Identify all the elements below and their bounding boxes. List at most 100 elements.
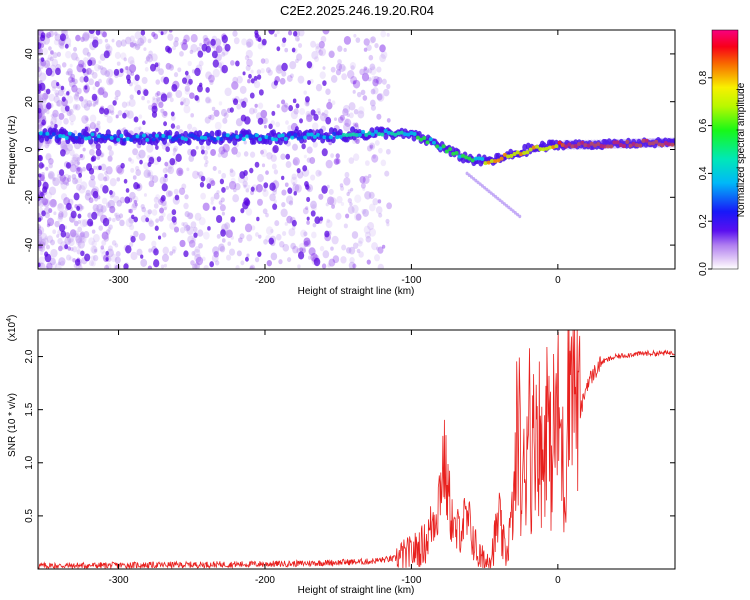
noise-blob (346, 192, 350, 197)
noise-blob (96, 208, 104, 217)
noise-blob (375, 76, 383, 85)
noise-blob (161, 202, 168, 211)
noise-blob (38, 102, 44, 110)
noise-blob (62, 176, 69, 185)
noise-blob (114, 212, 120, 219)
noise-blob (326, 218, 330, 223)
noise-blob (180, 101, 184, 106)
noise-blob (159, 208, 164, 214)
noise-blob (351, 231, 359, 239)
noise-blob (325, 202, 329, 207)
noise-blob (254, 257, 260, 263)
noise-blob (301, 143, 306, 150)
noise-blob (82, 166, 86, 172)
noise-blob (253, 75, 258, 81)
noise-blob (310, 40, 316, 48)
noise-blob (38, 194, 41, 202)
noise-blob (91, 211, 98, 220)
noise-blob (71, 173, 77, 180)
noise-blob (281, 70, 287, 77)
noise-blob (123, 263, 129, 269)
noise-blob (250, 69, 254, 74)
noise-blob (58, 175, 64, 181)
noise-blob (167, 142, 171, 147)
ridge-core (96, 134, 101, 139)
noise-blob (175, 89, 183, 99)
ridge-core (319, 134, 324, 139)
noise-blob (89, 69, 95, 76)
ridge-core (113, 134, 118, 139)
noise-blob (331, 204, 335, 209)
ridge-core (654, 139, 659, 144)
noise-blob (58, 40, 65, 48)
noise-blob (351, 204, 359, 214)
noise-blob (75, 235, 83, 244)
noise-blob (99, 107, 105, 115)
noise-blob (225, 229, 233, 238)
noise-blob (154, 92, 159, 98)
noise-blob (57, 213, 64, 220)
noise-blob (384, 170, 390, 177)
noise-blob (39, 60, 44, 67)
noise-blob (50, 50, 54, 55)
noise-blob (56, 81, 60, 87)
noise-blob (343, 223, 348, 229)
noise-blob (345, 213, 350, 219)
noise-blob (58, 245, 63, 252)
noise-blob (47, 173, 54, 180)
noise-blob (239, 171, 246, 179)
noise-blob (292, 157, 300, 166)
noise-blob (199, 42, 203, 47)
noise-blob (140, 258, 148, 267)
noise-blob (250, 186, 255, 192)
ridge-core (535, 144, 540, 149)
noise-blob (217, 153, 222, 158)
noise-blob (46, 262, 53, 269)
ridge-core (573, 143, 578, 148)
ridge-core (196, 136, 201, 141)
noise-blob (92, 86, 96, 91)
ridge-blob (151, 131, 157, 139)
noise-blob (287, 124, 293, 131)
noise-blob (128, 64, 137, 73)
noise-blob (137, 37, 145, 47)
noise-blob (72, 153, 80, 162)
ridge-core (493, 159, 498, 164)
noise-blob (51, 261, 58, 269)
noise-blob (209, 178, 215, 185)
noise-blob (94, 81, 100, 88)
noise-blob (71, 77, 76, 83)
noise-blob (143, 89, 149, 97)
noise-blob (233, 37, 240, 45)
noise-blob (208, 74, 215, 83)
noise-blob (98, 78, 102, 84)
noise-blob (245, 208, 253, 216)
noise-blob (110, 110, 115, 116)
ridge-branch (491, 193, 495, 197)
noise-blob (352, 79, 361, 89)
noise-blob (148, 50, 153, 56)
noise-blob (162, 232, 167, 238)
noise-blob (66, 95, 74, 104)
ridge-core (489, 158, 494, 163)
noise-blob (109, 206, 116, 213)
ridge-core (499, 156, 504, 161)
noise-blob (163, 121, 168, 127)
noise-blob (46, 57, 51, 63)
noise-blob (90, 174, 96, 181)
noise-blob (147, 104, 153, 111)
noise-blob (92, 39, 99, 48)
noise-blob (187, 60, 192, 67)
noise-blob (91, 260, 96, 267)
noise-blob (75, 165, 79, 170)
noise-blob (219, 178, 225, 185)
noise-blob (68, 43, 72, 48)
ridge-core (116, 137, 121, 142)
noise-blob (88, 30, 95, 35)
noise-blob (355, 213, 362, 221)
noise-blob (313, 257, 321, 267)
ridge-core (618, 142, 623, 147)
noise-blob (57, 237, 63, 245)
noise-blob (59, 42, 65, 50)
